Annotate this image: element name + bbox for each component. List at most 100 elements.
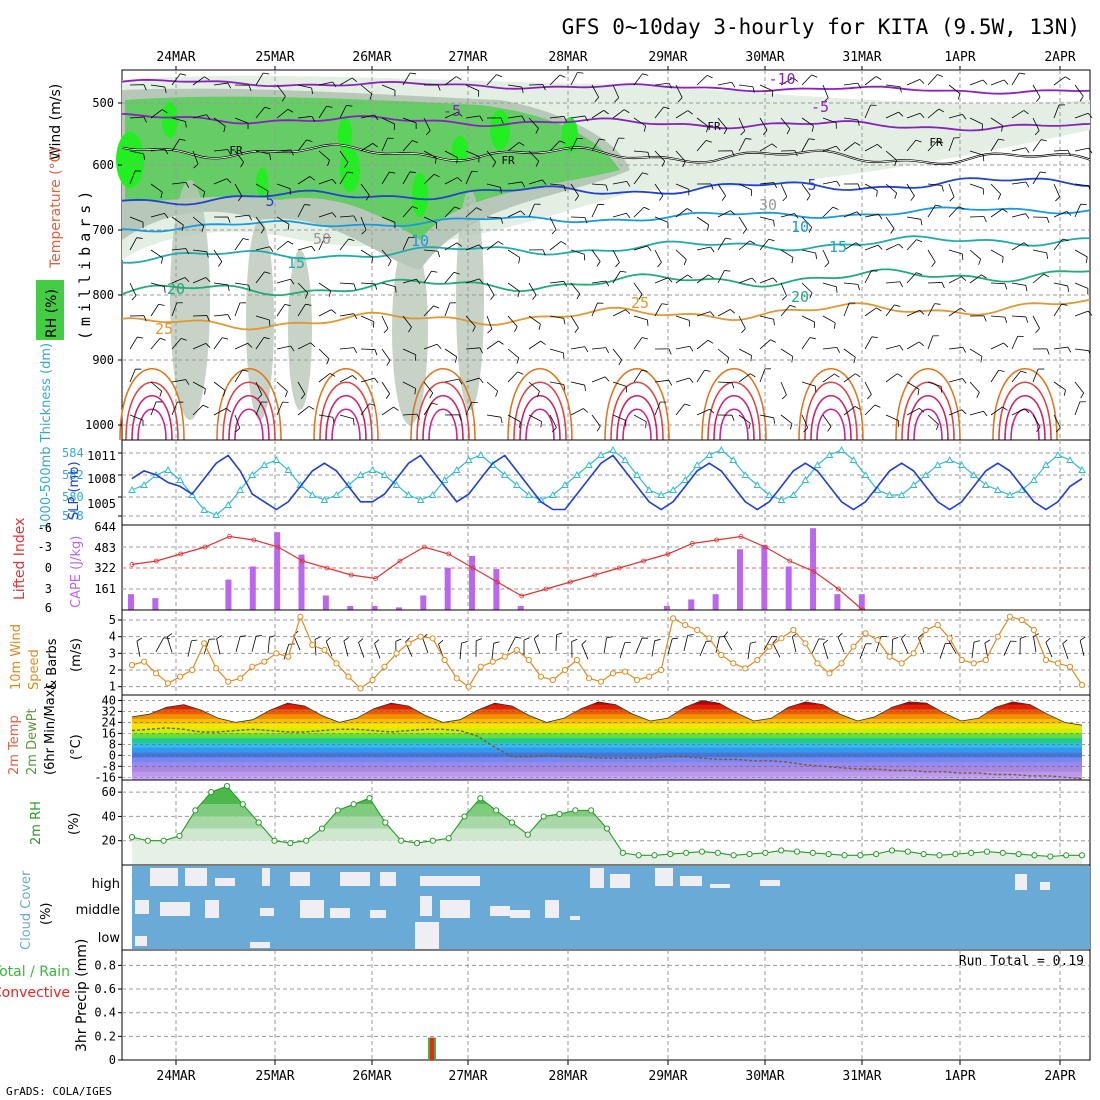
wind-barb-flag	[878, 213, 883, 220]
series-marker	[501, 653, 508, 660]
tick-label: -3	[38, 540, 52, 554]
wind-barb-flag	[500, 417, 503, 424]
li-marker	[300, 558, 305, 564]
series-marker	[429, 837, 436, 844]
wind-barb-flag	[584, 346, 589, 353]
wind-barb	[843, 348, 856, 358]
wind-barb	[528, 150, 539, 162]
wind-barb-flag	[853, 357, 856, 364]
wind-barb	[738, 315, 746, 329]
wind-barb-flag	[405, 637, 411, 643]
wind-barb-flag	[983, 315, 987, 322]
tick-label: 1008	[87, 472, 116, 486]
wind-barb-flag	[935, 204, 942, 207]
wind-barb	[444, 302, 451, 317]
wind-barb-flag	[347, 171, 354, 174]
wind-barb-flag	[202, 404, 209, 409]
wind-barb	[129, 116, 144, 119]
series-marker	[670, 615, 677, 622]
wind-barb-flag	[1046, 348, 1050, 355]
wind-barb	[465, 150, 480, 157]
wind-barb	[675, 315, 690, 321]
wind-barb	[822, 145, 837, 152]
cape-bar	[517, 606, 524, 610]
contour-label: FR	[929, 136, 943, 149]
wind-barb-flag	[1080, 392, 1085, 399]
cape-bar	[761, 545, 768, 610]
wind-barb	[948, 84, 961, 94]
series-marker	[585, 675, 593, 682]
series-marker	[453, 675, 460, 682]
date-label-bottom: 28MAR	[548, 1069, 587, 1084]
wind-barb	[948, 137, 955, 152]
wind-barb-flag	[1088, 185, 1091, 192]
series-marker	[838, 660, 845, 667]
wind-barb-flag	[642, 172, 649, 175]
wind-barb-flag	[563, 318, 566, 325]
wind-barb	[619, 642, 626, 659]
series-marker	[714, 849, 721, 856]
wind-barb-flag	[242, 369, 249, 372]
wind-barb-flag	[1040, 139, 1048, 142]
series-marker	[260, 460, 269, 468]
wind-barb-flag	[919, 112, 925, 119]
wind-barb	[969, 150, 984, 156]
series-marker	[718, 651, 725, 659]
boundary-layer-contour	[604, 367, 670, 441]
wind-barb-flag	[704, 369, 711, 372]
wind-barb	[843, 142, 856, 152]
series-marker	[284, 465, 293, 473]
wind-barb	[738, 277, 753, 284]
wind-barb-flag	[855, 373, 861, 378]
wind-barb	[486, 315, 493, 330]
credit-text: GrADS: COLA/IGES	[6, 1085, 112, 1098]
wind-barb-flag	[353, 283, 357, 290]
wind-barb-flag	[750, 355, 752, 362]
wind-barb	[906, 183, 915, 197]
wind-barb	[885, 373, 898, 383]
wind-barb-flag	[581, 640, 587, 645]
lifted-index-line	[129, 534, 866, 613]
cloud-clear-block	[185, 868, 207, 886]
cloud-clear-block	[440, 900, 470, 918]
wind-barb	[864, 244, 879, 251]
precip-ylabel: 3hr Precip (mm)	[74, 939, 90, 1052]
wind-barb-flag	[742, 228, 747, 234]
wind-barb-flag	[476, 638, 482, 642]
date-label-top: 1APR	[944, 50, 975, 65]
wind-barb-flag	[533, 634, 539, 640]
wind-barb	[612, 212, 627, 218]
wind-barb	[780, 249, 794, 258]
series-marker	[801, 475, 810, 483]
wind-barb	[822, 315, 836, 324]
wind-barb-flag	[479, 115, 484, 122]
wind-barb	[822, 117, 837, 124]
wind-barb	[325, 641, 333, 657]
wind-barb	[216, 638, 221, 655]
series-marker	[1066, 455, 1074, 463]
wind-barb-flag	[164, 286, 166, 293]
wind-barb	[901, 638, 909, 654]
wind-barb	[811, 638, 820, 654]
wind-barb-flag	[248, 85, 252, 91]
series-marker	[933, 460, 942, 468]
series-marker	[549, 676, 556, 684]
wind-barb	[423, 249, 438, 252]
wind-barb	[843, 406, 856, 416]
wind-barb	[612, 137, 619, 152]
wind-barb	[203, 639, 210, 655]
boundary-layer-contour	[913, 408, 943, 441]
tick-label: 24	[102, 715, 116, 729]
li-marker	[811, 569, 817, 574]
wind-barb	[717, 348, 730, 359]
wind-barb	[234, 342, 248, 350]
wind-barb	[570, 346, 585, 350]
wind-barb	[990, 117, 1003, 127]
wind-barb-flag	[479, 347, 483, 354]
wind-barb	[528, 179, 543, 185]
wind-barb-flag	[917, 389, 920, 396]
wind-barb-flag	[915, 139, 922, 143]
wind-barb-flag	[773, 319, 775, 326]
wind-barb	[234, 302, 241, 317]
wind-barb-flag	[899, 345, 904, 351]
